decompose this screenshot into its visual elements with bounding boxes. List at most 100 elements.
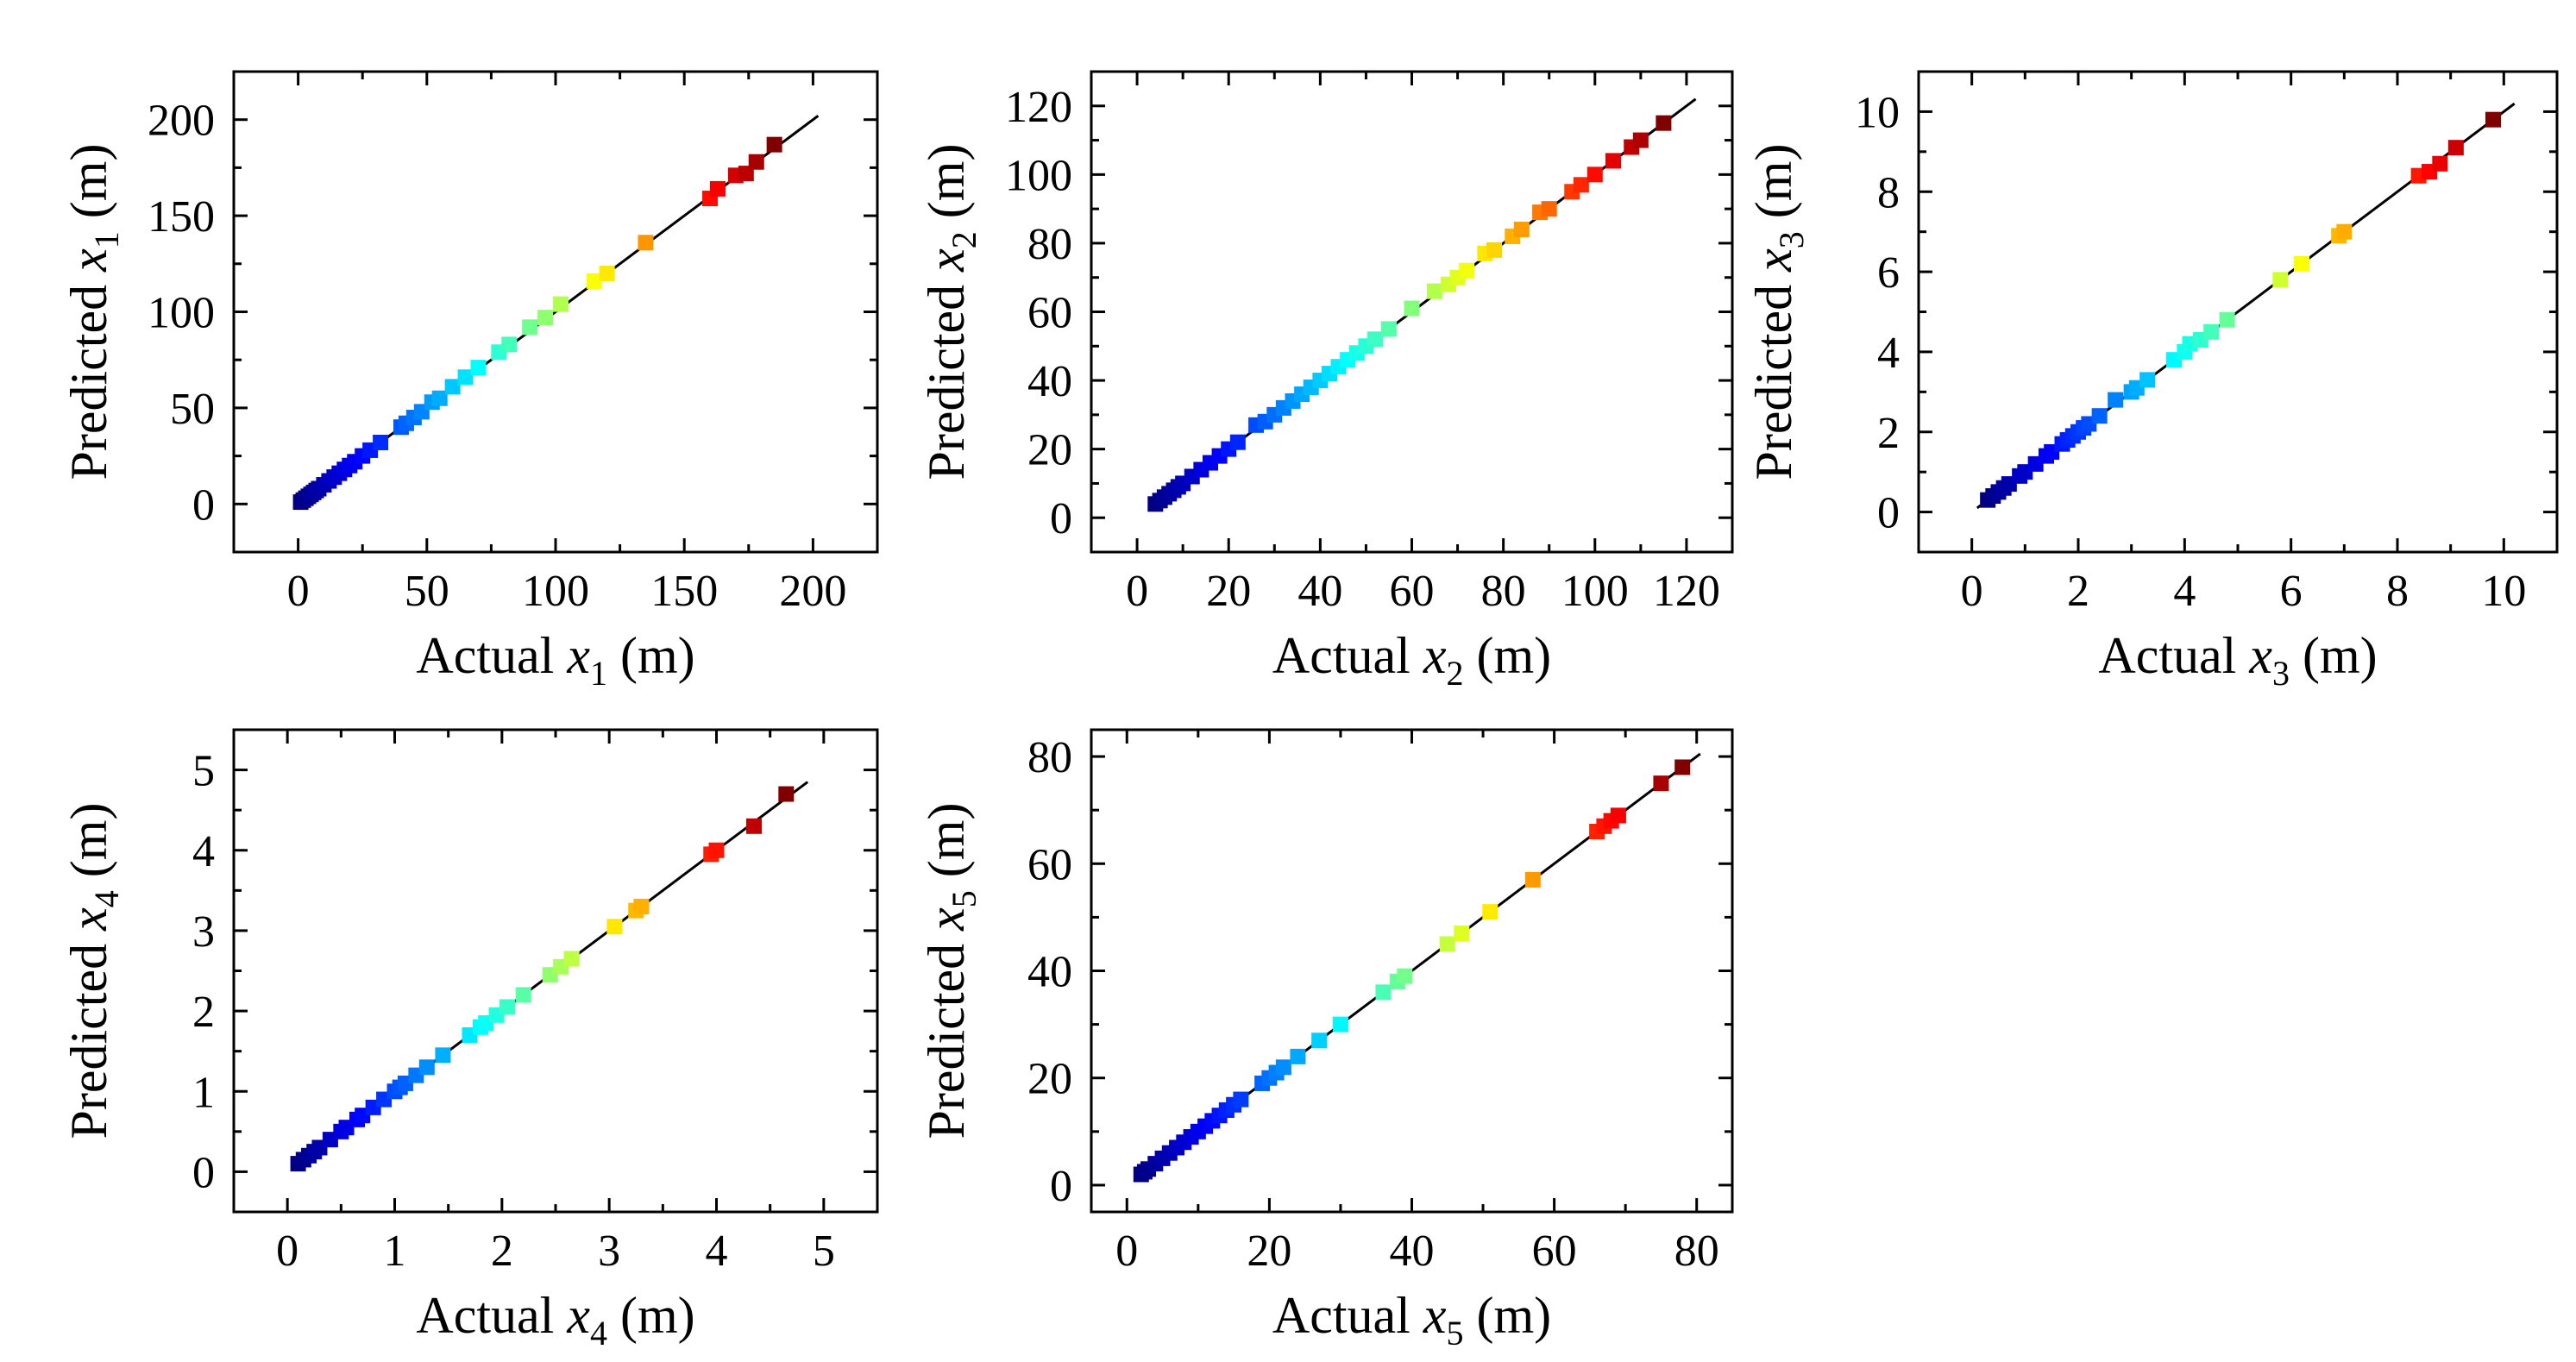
data-point — [1275, 1059, 1291, 1076]
y-tick-label: 8 — [1877, 168, 1900, 217]
data-point — [522, 319, 538, 336]
x-axis-title: Actual x3 (m) — [2098, 627, 2377, 693]
x-tick-label: 2 — [491, 1227, 513, 1276]
data-point — [1486, 242, 1503, 258]
x-tick-label: 60 — [1532, 1227, 1577, 1276]
data-point — [746, 818, 763, 834]
x-tick-label: 4 — [2173, 567, 2196, 616]
x-tick-label: 100 — [1561, 567, 1629, 616]
data-point — [586, 273, 602, 289]
y-axis-title: Predicted x4 (m) — [60, 803, 126, 1139]
panel-x1: 0 50 100 150 200 0 50 100 150 200 Actual x1 (m) Pre… — [60, 70, 879, 693]
data-point — [1605, 153, 1622, 169]
x-tick-label: 2 — [2067, 567, 2089, 616]
data-point — [778, 786, 795, 802]
x-tick-label: 40 — [1390, 1227, 1435, 1276]
y-tick-label: 0 — [1050, 1162, 1072, 1211]
data-point — [431, 390, 448, 406]
panel-x4: 0 1 2 3 4 5 0 1 2 3 4 5 Actual x4 (m) Predicted x4 (m… — [60, 728, 879, 1353]
x-tick-label: 0 — [1126, 567, 1148, 616]
data-point — [638, 235, 654, 251]
data-point — [1397, 968, 1413, 984]
data-point — [1375, 984, 1392, 1001]
y-tick-label: 6 — [1877, 248, 1900, 298]
data-point — [1380, 321, 1397, 337]
y-tick-label: 20 — [1027, 426, 1072, 475]
data-point — [1653, 775, 1669, 792]
data-point — [1632, 132, 1649, 148]
data-point — [606, 919, 623, 935]
x-tick-label: 150 — [650, 567, 718, 616]
y-tick-label: 0 — [192, 480, 215, 530]
x-axis-title: Actual x2 (m) — [1272, 627, 1551, 693]
data-point — [2219, 311, 2235, 328]
data-point — [1610, 807, 1626, 824]
data-point — [2432, 155, 2448, 172]
y-tick-label: 0 — [192, 1148, 215, 1197]
data-point — [537, 310, 554, 326]
data-point — [748, 154, 764, 170]
y-tick-label: 3 — [192, 907, 215, 957]
x-tick-label: 1 — [384, 1227, 406, 1276]
x-tick-label: 40 — [1297, 567, 1342, 616]
y-tick-label: 200 — [148, 97, 215, 146]
data-point — [2294, 255, 2309, 272]
data-point — [501, 336, 518, 353]
data-point — [418, 1059, 435, 1076]
x-tick-label: 5 — [813, 1227, 835, 1276]
data-point — [2139, 372, 2156, 388]
y-tick-label: 100 — [148, 289, 215, 338]
x-tick-label: 200 — [779, 567, 846, 616]
data-point — [373, 435, 389, 451]
x-tick-label: 0 — [1115, 1227, 1138, 1276]
y-tick-label: 50 — [170, 385, 215, 434]
data-point — [1439, 936, 1455, 952]
data-point — [1311, 1032, 1328, 1049]
y-tick-label: 4 — [192, 827, 215, 876]
y-tick-label: 4 — [1877, 329, 1900, 378]
x-tick-label: 60 — [1390, 567, 1435, 616]
data-point — [2108, 392, 2124, 408]
x-tick-label: 20 — [1206, 567, 1251, 616]
panel-x5: 0 20 40 60 80 0 20 40 60 80 Actual x5 (m) Predicted… — [918, 728, 1734, 1353]
y-tick-label: 80 — [1027, 733, 1072, 782]
data-point — [1404, 300, 1420, 317]
x-tick-label: 0 — [276, 1227, 298, 1276]
data-point — [1541, 201, 1557, 217]
data-point — [1233, 1091, 1249, 1108]
y-tick-label: 2 — [192, 988, 215, 1037]
data-point — [1427, 283, 1443, 299]
data-point — [766, 136, 782, 153]
x-axis-title: Actual x5 (m) — [1272, 1287, 1551, 1353]
data-point — [563, 951, 580, 967]
data-point — [457, 369, 474, 386]
x-tick-label: 10 — [2481, 567, 2526, 616]
y-tick-label: 1 — [192, 1068, 215, 1117]
data-point — [1482, 904, 1498, 920]
x-tick-label: 8 — [2386, 567, 2409, 616]
y-tick-label: 40 — [1027, 948, 1072, 997]
y-tick-label: 60 — [1027, 840, 1072, 889]
x-tick-label: 50 — [405, 567, 449, 616]
x-tick-label: 100 — [522, 567, 589, 616]
data-point — [1290, 1048, 1306, 1064]
data-point — [1513, 222, 1530, 238]
y-axis-title: Predicted x1 (m) — [60, 144, 126, 480]
x-tick-label: 120 — [1653, 567, 1720, 616]
data-point — [470, 360, 487, 376]
data-point — [1459, 262, 1475, 279]
data-point — [599, 265, 615, 281]
x-tick-label: 80 — [1674, 1227, 1719, 1276]
data-point — [633, 898, 650, 914]
data-point — [435, 1047, 451, 1064]
data-point — [1656, 115, 1672, 131]
data-point — [1573, 177, 1589, 193]
x-axis-title: Actual x1 (m) — [416, 627, 694, 693]
data-point — [708, 842, 725, 858]
data-point — [2272, 272, 2289, 288]
data-point — [1454, 926, 1470, 942]
data-point — [1332, 1016, 1348, 1032]
data-point — [1524, 871, 1541, 888]
panel-x3: 0 2 4 6 8 10 0 2 4 6 8 10 Actual x3 (m) Predicted x3 … — [1745, 70, 2559, 693]
